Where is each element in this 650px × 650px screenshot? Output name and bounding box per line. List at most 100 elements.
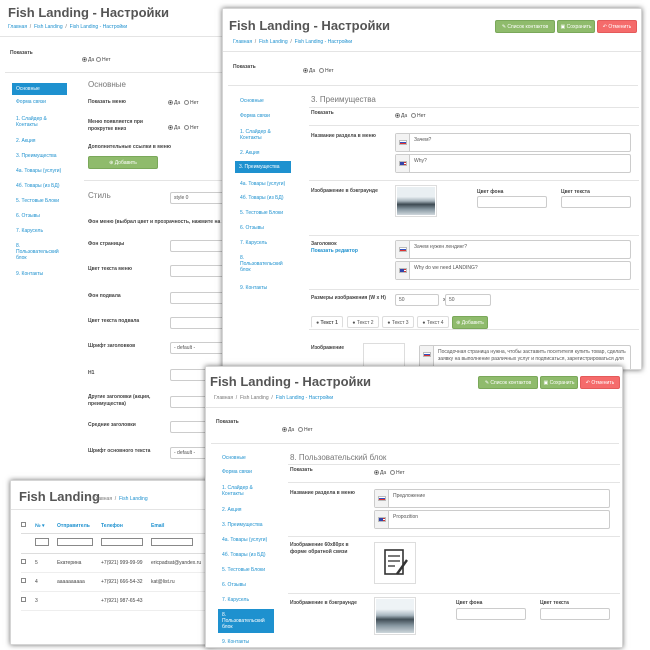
breadcrumb-home[interactable]: Главная bbox=[8, 24, 28, 30]
sidebar-item-slider[interactable]: 1. Слайдер & Контакты bbox=[222, 485, 253, 497]
breadcrumb-module[interactable]: Fish Landing bbox=[239, 395, 269, 401]
sidebar-item-text-blocks[interactable]: 5. Тестовые Блоки bbox=[16, 198, 60, 204]
sidebar-item-promo[interactable]: 2. Акция bbox=[240, 150, 260, 156]
show-no-radio[interactable]: Нет bbox=[96, 57, 111, 63]
sidebar-item-contact-form[interactable]: Форма связи bbox=[222, 469, 252, 475]
sidebar-item-promo[interactable]: 2. Акция bbox=[16, 138, 36, 144]
sidebar-item-custom-block[interactable]: 8. Пользовательский блок bbox=[218, 609, 274, 633]
breadcrumb-current[interactable]: Fish Landing bbox=[118, 496, 148, 502]
col-phone[interactable]: Телефон bbox=[101, 522, 123, 529]
sidebar-item-slider[interactable]: 1. Слайдер & Контакты bbox=[16, 116, 47, 128]
sidebar-item-basic[interactable]: Основные bbox=[240, 98, 264, 104]
breadcrumb-home[interactable]: Главная bbox=[214, 395, 234, 401]
add-tab-button[interactable]: ⊕ Добавить bbox=[452, 316, 488, 329]
breadcrumb-module[interactable]: Fish Landing bbox=[33, 24, 63, 30]
sidebar-item-carousel[interactable]: 7. Карусель bbox=[222, 597, 250, 603]
show-no-radio[interactable]: Нет bbox=[298, 427, 313, 433]
feedback-image-thumbnail[interactable] bbox=[374, 542, 416, 584]
cancel-button[interactable]: ↶ Отменить bbox=[580, 376, 620, 389]
title-en-field[interactable]: Why? bbox=[395, 154, 631, 173]
show-yes-radio[interactable]: Да bbox=[303, 68, 315, 74]
sidebar-item-advantages[interactable]: 3. Преимущества bbox=[222, 522, 263, 528]
show-yes-radio[interactable]: Да bbox=[82, 57, 94, 63]
sidebar-item-basic[interactable]: Основные bbox=[222, 455, 246, 461]
sidebar-item-contact-form[interactable]: Форма связи bbox=[240, 113, 270, 119]
sidebar-item-slider[interactable]: 1. Слайдер & Контакты bbox=[240, 129, 271, 141]
sidebar-item-contacts[interactable]: 9. Контакты bbox=[16, 271, 44, 277]
table-row[interactable]: 3 +7(921) 987-65-43 bbox=[21, 591, 214, 610]
heading-en-field[interactable]: Why do we need LANDING? bbox=[395, 261, 631, 280]
table-row[interactable]: 5 Екатерина +7(921) 999-99-99 ericpadsat… bbox=[21, 553, 214, 572]
contact-list-button[interactable]: ✎ Список контактов bbox=[495, 20, 555, 33]
bg-image-thumbnail[interactable] bbox=[374, 597, 416, 635]
sidebar-item-basic[interactable]: Основные bbox=[12, 83, 67, 95]
sidebar-item-carousel[interactable]: 7. Карусель bbox=[240, 240, 268, 246]
sidebar-item-products-db[interactable]: 4б. Товары (из БД) bbox=[240, 195, 284, 201]
sidebar-item-promo[interactable]: 2. Акция bbox=[222, 507, 242, 513]
sidebar-item-contacts[interactable]: 9. Контакты bbox=[240, 285, 268, 291]
sidebar-item-carousel[interactable]: 7. Карусель bbox=[16, 228, 44, 234]
sidebar-item-custom-block[interactable]: 8. Пользовательский блок bbox=[240, 255, 283, 273]
tab-text-2[interactable]: ● Текст 2 bbox=[347, 316, 379, 328]
show-yes-radio[interactable]: Да bbox=[282, 427, 294, 433]
bg-image-thumbnail[interactable] bbox=[395, 185, 437, 217]
scroll-no-radio[interactable]: Нет bbox=[184, 125, 199, 131]
bg-color-input[interactable] bbox=[456, 608, 526, 620]
sidebar-item-custom-block[interactable]: 8. Пользовательский блок bbox=[16, 243, 59, 261]
breadcrumb-current[interactable]: Fish Landing - Настройки bbox=[69, 24, 128, 30]
block-no-radio[interactable]: Нет bbox=[390, 470, 405, 476]
sidebar-item-reviews[interactable]: 6. Отзывы bbox=[240, 225, 264, 231]
title-ru-field[interactable]: Предложение bbox=[374, 489, 610, 508]
title-en-field[interactable]: Propozition bbox=[374, 510, 610, 529]
filter-email-input[interactable] bbox=[151, 538, 193, 546]
sidebar-item-advantages[interactable]: 3. Преимущества bbox=[16, 153, 57, 159]
tab-text-4[interactable]: ● Текст 4 bbox=[417, 316, 449, 328]
save-button[interactable]: ▣ Сохранить bbox=[557, 20, 595, 33]
menu-no-radio[interactable]: Нет bbox=[184, 100, 199, 106]
sidebar-item-text-blocks[interactable]: 5. Тестовые Блоки bbox=[222, 567, 266, 573]
title-ru-field[interactable]: Зачем? bbox=[395, 133, 631, 152]
text-ru-field[interactable]: Посадочная страница нужна, чтобы застави… bbox=[419, 345, 631, 369]
heading-ru-field[interactable]: Зачем нужен лендинг? bbox=[395, 240, 631, 259]
block-yes-radio[interactable]: Да bbox=[374, 470, 386, 476]
image-placeholder[interactable] bbox=[363, 343, 405, 369]
tab-text-3[interactable]: ● Текст 3 bbox=[382, 316, 414, 328]
sidebar-item-products-db[interactable]: 4б. Товары (из БД) bbox=[222, 552, 266, 558]
show-no-radio[interactable]: Нет bbox=[319, 68, 334, 74]
table-row[interactable]: 4 аааааааааа +7(921) 666-54-32 kat@list.… bbox=[21, 572, 214, 591]
col-email[interactable]: Email bbox=[151, 522, 165, 529]
sidebar-item-products[interactable]: 4a. Товары (услуги) bbox=[16, 168, 62, 174]
filter-sender-input[interactable] bbox=[57, 538, 93, 546]
bg-color-input[interactable] bbox=[477, 196, 547, 208]
text-color-input[interactable] bbox=[561, 196, 631, 208]
contact-list-button[interactable]: ✎ Список контактов bbox=[478, 376, 538, 389]
sidebar-item-advantages[interactable]: 3. Преимущества bbox=[235, 161, 291, 173]
breadcrumb-module[interactable]: Fish Landing bbox=[258, 39, 288, 45]
row-checkbox[interactable] bbox=[21, 597, 26, 602]
row-checkbox[interactable] bbox=[21, 578, 26, 583]
col-number[interactable]: № ▾ bbox=[35, 522, 45, 529]
sidebar-item-products-db[interactable]: 4б. Товары (из БД) bbox=[16, 183, 60, 189]
breadcrumb-current[interactable]: Fish Landing - Настройки bbox=[294, 39, 353, 45]
sidebar-item-products[interactable]: 4a. Товары (услуги) bbox=[222, 537, 268, 543]
show-editor-link[interactable]: Показать редактор bbox=[311, 248, 358, 254]
col-sender[interactable]: Отправитель bbox=[57, 522, 90, 529]
breadcrumb-home[interactable]: Главная bbox=[233, 39, 253, 45]
sidebar-item-contacts[interactable]: 9. Контакты bbox=[222, 639, 250, 645]
tab-text-1[interactable]: ● Текст 1 bbox=[311, 316, 343, 328]
sidebar-item-products[interactable]: 4a. Товары (услуги) bbox=[240, 181, 286, 187]
row-checkbox[interactable] bbox=[21, 559, 26, 564]
sidebar-item-reviews[interactable]: 6. Отзывы bbox=[16, 213, 40, 219]
sidebar-item-reviews[interactable]: 6. Отзывы bbox=[222, 582, 246, 588]
breadcrumb-current[interactable]: Fish Landing - Настройки bbox=[275, 395, 334, 401]
block-no-radio[interactable]: Нет bbox=[411, 113, 426, 119]
cancel-button[interactable]: ↶ Отменить bbox=[597, 20, 637, 33]
filter-number-input[interactable] bbox=[35, 538, 49, 546]
text-color-input[interactable] bbox=[540, 608, 610, 620]
add-link-button[interactable]: ⊕ Добавить bbox=[88, 156, 158, 169]
scroll-yes-radio[interactable]: Да bbox=[168, 125, 180, 131]
sidebar-item-contact-form[interactable]: Форма связи bbox=[16, 99, 46, 105]
menu-yes-radio[interactable]: Да bbox=[168, 100, 180, 106]
filter-phone-input[interactable] bbox=[101, 538, 143, 546]
width-input[interactable]: 50 bbox=[395, 294, 439, 306]
